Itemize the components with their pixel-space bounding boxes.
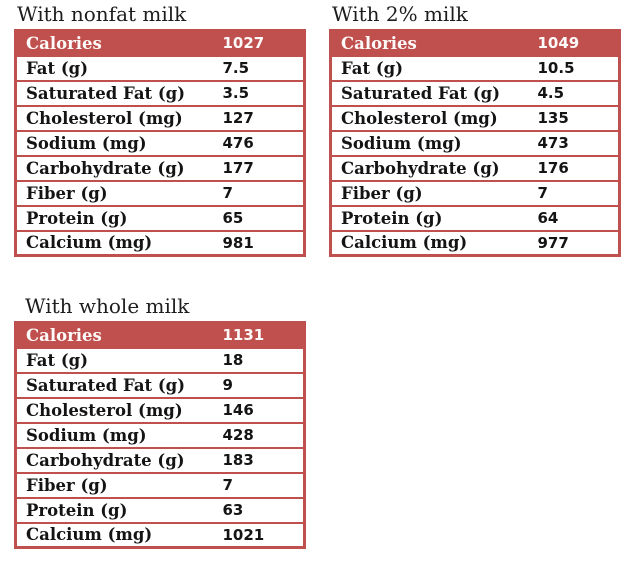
nutrient-label: Saturated Fat (g) [15,371,213,399]
nutrient-value: 7 [212,179,305,207]
nutrient-label: Cholesterol (mg) [15,396,213,424]
nutrition-table-2pct-milk: With 2% milk Calories 1049 Fat (g) 10.5 … [329,2,621,257]
nutrient-label: Protein (g) [15,204,213,232]
table-row: Protein (g) 63 [15,496,305,524]
table-row: Sodium (mg) 428 [15,421,305,449]
nutrient-value: 127 [212,104,305,132]
nutrient-value: 476 [212,129,305,157]
nutrient-value: 977 [527,229,620,257]
nutrient-value: 9 [212,371,305,399]
header-label: Calories [15,29,213,57]
nutrient-value: 18 [212,346,305,374]
nutrient-value: 146 [212,396,305,424]
table-row: Carbohydrate (g) 176 [330,154,620,182]
nutrient-label: Fat (g) [15,346,213,374]
nutrient-label: Calcium (mg) [15,521,213,549]
nutrient-label: Protein (g) [330,204,528,232]
table-row: Fiber (g) 7 [330,179,620,207]
header-value: 1027 [212,29,305,57]
table-row: Cholesterol (mg) 135 [330,104,620,132]
table-row: Saturated Fat (g) 9 [15,371,305,399]
nutrient-value: 7 [527,179,620,207]
nutrient-label: Carbohydrate (g) [15,446,213,474]
nutrient-label: Calcium (mg) [330,229,528,257]
nutrition-table: Calories 1049 Fat (g) 10.5 Saturated Fat… [329,29,621,257]
table-header-row: Calories 1049 [330,29,620,57]
header-label: Calories [330,29,528,57]
nutrition-table-whole-milk: With whole milk Calories 1131 Fat (g) 18… [14,294,306,549]
table-row: Calcium (mg) 977 [330,229,620,257]
table-title-2pct-milk: With 2% milk [332,2,468,26]
nutrient-label: Cholesterol (mg) [330,104,528,132]
nutrient-value: 1021 [212,521,305,549]
table-row: Cholesterol (mg) 127 [15,104,305,132]
nutrient-label: Saturated Fat (g) [330,79,528,107]
nutrition-table: Calories 1131 Fat (g) 18 Saturated Fat (… [14,321,306,549]
nutrient-value: 63 [212,496,305,524]
nutrient-value: 473 [527,129,620,157]
nutrient-value: 176 [527,154,620,182]
table-row: Sodium (mg) 473 [330,129,620,157]
nutrient-label: Fiber (g) [15,179,213,207]
table-row: Sodium (mg) 476 [15,129,305,157]
table-row: Fat (g) 18 [15,346,305,374]
table-row: Fat (g) 10.5 [330,54,620,82]
nutrient-value: 177 [212,154,305,182]
table-row: Cholesterol (mg) 146 [15,396,305,424]
table-row: Protein (g) 64 [330,204,620,232]
table-header-row: Calories 1027 [15,29,305,57]
nutrient-value: 10.5 [527,54,620,82]
nutrient-label: Cholesterol (mg) [15,104,213,132]
header-value: 1049 [527,29,620,57]
table-row: Carbohydrate (g) 183 [15,446,305,474]
nutrient-label: Fat (g) [330,54,528,82]
nutrient-label: Carbohydrate (g) [330,154,528,182]
table-row: Fiber (g) 7 [15,471,305,499]
nutrient-value: 7.5 [212,54,305,82]
nutrient-value: 981 [212,229,305,257]
nutrient-value: 183 [212,446,305,474]
nutrient-label: Sodium (mg) [330,129,528,157]
nutrient-value: 7 [212,471,305,499]
nutrient-value: 64 [527,204,620,232]
table-header-row: Calories 1131 [15,321,305,349]
table-row: Saturated Fat (g) 4.5 [330,79,620,107]
nutrient-value: 3.5 [212,79,305,107]
table-title-nonfat-milk: With nonfat milk [17,2,187,26]
nutrient-label: Calcium (mg) [15,229,213,257]
nutrient-value: 65 [212,204,305,232]
header-value: 1131 [212,321,305,349]
nutrient-value: 135 [527,104,620,132]
nutrient-label: Fat (g) [15,54,213,82]
table-title-whole-milk: With whole milk [25,294,190,318]
table-row: Fat (g) 7.5 [15,54,305,82]
nutrient-label: Fiber (g) [330,179,528,207]
table-row: Carbohydrate (g) 177 [15,154,305,182]
table-row: Fiber (g) 7 [15,179,305,207]
nutrition-table-nonfat-milk: With nonfat milk Calories 1027 Fat (g) 7… [14,2,306,257]
nutrient-label: Saturated Fat (g) [15,79,213,107]
table-row: Calcium (mg) 1021 [15,521,305,549]
nutrient-label: Sodium (mg) [15,421,213,449]
nutrient-value: 4.5 [527,79,620,107]
nutrient-label: Protein (g) [15,496,213,524]
nutrient-label: Carbohydrate (g) [15,154,213,182]
table-row: Saturated Fat (g) 3.5 [15,79,305,107]
nutrient-label: Sodium (mg) [15,129,213,157]
header-label: Calories [15,321,213,349]
nutrient-value: 428 [212,421,305,449]
nutrition-table: Calories 1027 Fat (g) 7.5 Saturated Fat … [14,29,306,257]
table-row: Protein (g) 65 [15,204,305,232]
table-row: Calcium (mg) 981 [15,229,305,257]
nutrient-label: Fiber (g) [15,471,213,499]
